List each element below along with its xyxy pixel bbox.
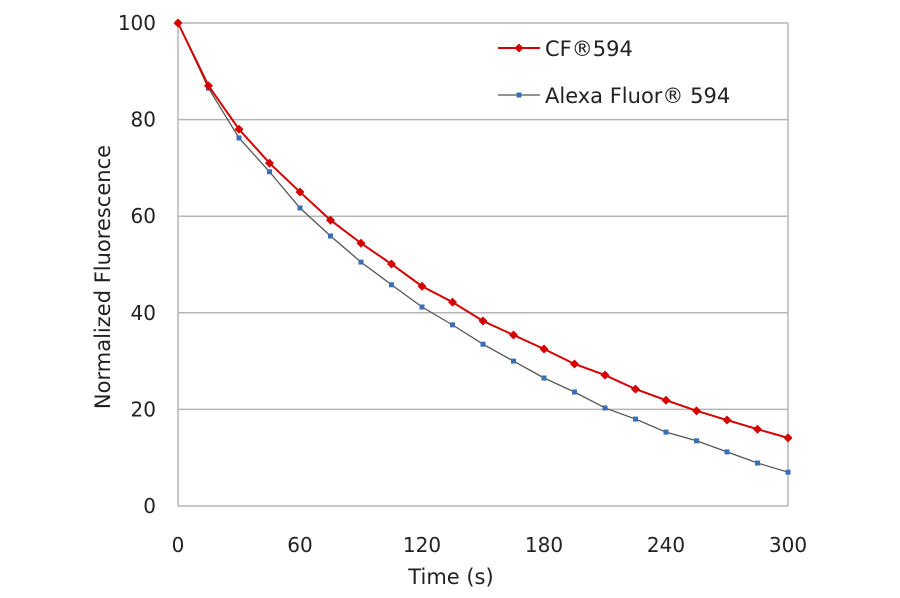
- data-point: [602, 405, 608, 411]
- data-point: [511, 358, 516, 364]
- x-tick-label: 60: [287, 533, 312, 557]
- legend-label: Alexa Fluor® 594: [545, 84, 730, 108]
- data-point: [516, 92, 522, 98]
- legend-item: Alexa Fluor® 594: [498, 84, 730, 108]
- x-tick-label: 0: [172, 533, 185, 557]
- data-point: [753, 424, 762, 434]
- data-point: [265, 158, 274, 168]
- data-point: [297, 205, 303, 211]
- data-point: [356, 238, 366, 248]
- data-point: [419, 304, 425, 310]
- data-point: [387, 259, 396, 269]
- y-tick-label: 60: [131, 204, 156, 228]
- data-point: [633, 416, 638, 422]
- data-point: [326, 215, 335, 225]
- data-point: [173, 18, 183, 28]
- data-point: [514, 43, 524, 53]
- series-group: [173, 18, 793, 475]
- y-tick-label: 20: [131, 397, 156, 421]
- data-point: [295, 187, 305, 197]
- y-tick-label: 80: [131, 108, 156, 132]
- data-point: [204, 81, 213, 91]
- data-point: [234, 124, 244, 134]
- data-point: [785, 469, 791, 475]
- x-tick-label: 300: [769, 533, 807, 557]
- legend-label: CF®594: [545, 37, 633, 61]
- data-point: [783, 433, 793, 443]
- x-axis-label: Time (s): [407, 565, 493, 589]
- data-point: [417, 281, 427, 291]
- data-point: [722, 415, 732, 425]
- data-point: [509, 330, 518, 340]
- y-tick-label: 0: [143, 494, 156, 518]
- data-point: [448, 297, 457, 307]
- y-tick-labels: 0 20 40 60 80 100: [118, 11, 156, 518]
- data-point: [328, 233, 333, 239]
- data-point: [480, 341, 486, 347]
- data-point: [478, 316, 488, 326]
- data-point: [236, 135, 242, 141]
- data-point: [389, 282, 394, 288]
- data-point: [631, 384, 640, 394]
- data-point: [663, 429, 669, 435]
- data-point: [570, 359, 579, 369]
- data-point: [600, 370, 610, 380]
- data-point: [450, 322, 455, 328]
- x-tick-label: 120: [403, 533, 441, 557]
- gridlines: [177, 22, 789, 507]
- data-point: [541, 375, 547, 381]
- y-tick-label: 40: [131, 301, 156, 325]
- series: [175, 20, 791, 475]
- series: [173, 18, 793, 443]
- data-point: [539, 344, 549, 354]
- data-point: [755, 460, 760, 466]
- x-tick-label: 240: [647, 533, 685, 557]
- data-point: [572, 389, 577, 395]
- data-point: [694, 438, 699, 444]
- data-point: [267, 169, 272, 175]
- data-point: [724, 449, 730, 455]
- x-tick-label: 180: [525, 533, 563, 557]
- y-tick-label: 100: [118, 11, 156, 35]
- data-point: [692, 406, 701, 416]
- x-tick-labels: 0 60 120 180 240 300: [172, 533, 807, 557]
- y-axis-label: Normalized Fluorescence: [91, 145, 115, 409]
- data-point: [358, 259, 364, 265]
- legend-item: CF®594: [498, 37, 633, 61]
- data-point: [661, 395, 671, 405]
- legend: CF®594 Alexa Fluor® 594: [498, 37, 730, 108]
